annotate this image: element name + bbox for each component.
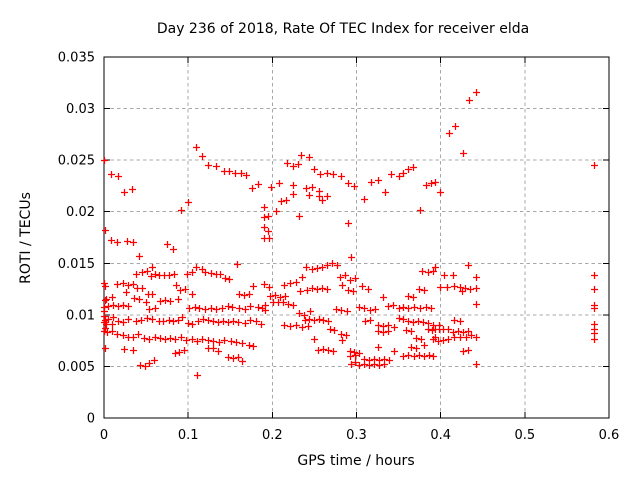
data-points xyxy=(101,89,598,379)
grid-lines xyxy=(104,57,609,418)
y-tick-labels: 0 0.005 0.01 0.015 0.02 0.025 0.03 0.035 xyxy=(58,51,95,427)
svg-text:0.02: 0.02 xyxy=(66,205,95,220)
x-axis-label: GPS time / hours xyxy=(297,453,415,469)
svg-text:0: 0 xyxy=(100,428,108,443)
y-axis-label: ROTI / TECUs xyxy=(18,192,34,284)
svg-text:0.03: 0.03 xyxy=(66,102,95,117)
svg-text:0.2: 0.2 xyxy=(262,428,283,443)
svg-text:0: 0 xyxy=(87,412,95,427)
svg-text:0.01: 0.01 xyxy=(66,308,95,323)
svg-text:0.015: 0.015 xyxy=(58,257,95,272)
svg-text:0.4: 0.4 xyxy=(430,428,451,443)
x-tick-labels: 0 0.1 0.2 0.3 0.4 0.5 0.6 xyxy=(100,428,619,443)
svg-text:0.035: 0.035 xyxy=(58,51,95,66)
svg-text:0.6: 0.6 xyxy=(599,428,620,443)
svg-text:0.005: 0.005 xyxy=(58,360,95,375)
chart-title: Day 236 of 2018, Rate Of TEC Index for r… xyxy=(156,21,530,37)
svg-text:0.5: 0.5 xyxy=(514,428,535,443)
svg-text:0.3: 0.3 xyxy=(346,428,367,443)
svg-text:0.1: 0.1 xyxy=(178,428,199,443)
svg-text:0.025: 0.025 xyxy=(58,154,95,169)
